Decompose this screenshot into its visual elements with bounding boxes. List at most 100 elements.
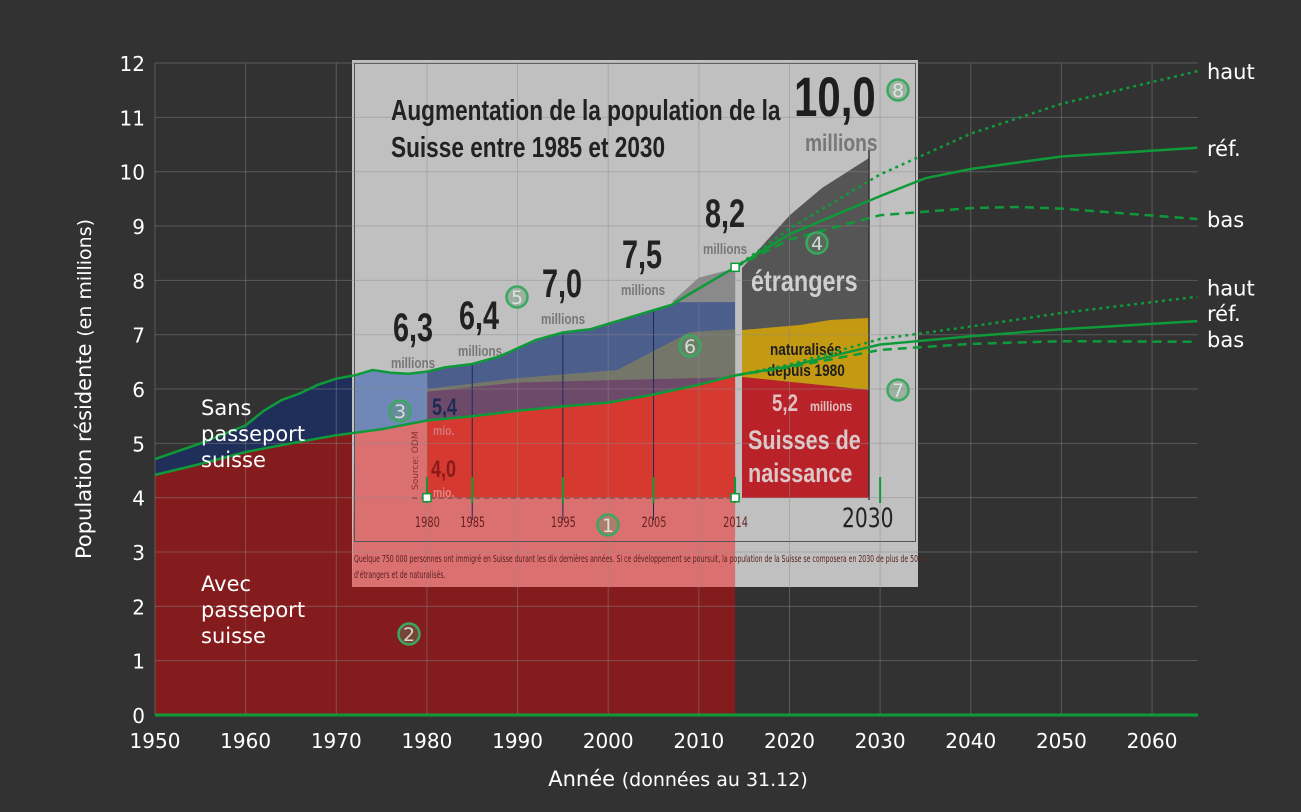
y-tick-label: 1 [132,650,145,674]
inset-big-unit: millions [805,129,877,157]
area-label-avec-passeport: suisse [201,624,266,648]
area-naturalises [742,318,869,390]
x-tick-label: 2010 [673,729,724,753]
inset-year-label: 2005 [642,514,667,530]
annotation-marker-6[interactable]: 6 [678,334,702,359]
x-tick-label: 1990 [492,729,543,753]
data-point-marker [422,492,432,503]
y-tick-label: 4 [132,487,145,511]
inset-unit-2014: millions [703,241,747,258]
y-tick-label: 0 [132,704,145,728]
y-tick-label: 3 [132,541,145,565]
x-tick-label: 2060 [1127,729,1178,753]
marker-number: 6 [684,336,696,358]
inset-big-value: 10,0 [794,66,876,128]
inset-source: Source: ODM [411,431,421,490]
marker-number: 2 [403,624,415,646]
inset-area-red [426,375,736,498]
projection-label: bas [1207,208,1244,232]
inset-unit-40: mio. [433,486,454,500]
inset-label-suisses-1: Suisses de [748,426,861,456]
marker-circle [886,78,910,102]
marker-circle [678,334,702,358]
inset-year-label: 2030 [842,502,894,534]
x-tick-label: 2030 [855,729,906,753]
y-tick-label: 11 [120,106,145,130]
inset-unit-52: millions [810,399,852,414]
marker-number: 3 [394,401,406,423]
inset-year-label: 1980 [415,514,440,530]
annotation-marker-1[interactable]: 1 [596,513,620,538]
inset-value-52: 5,2 [772,390,798,417]
area-label-sans-passeport: suisse [201,448,266,472]
inset-year-label: 1995 [551,514,576,530]
inset-label-naturalises-2: depuis 1980 [767,362,845,381]
inset-value-1980: 6,3 [393,305,433,350]
marker-circle [805,231,829,255]
inset-value-2014: 8,2 [705,191,745,236]
projection-total-solid [734,146,1198,269]
inset-unit-1995: millions [541,311,585,328]
inset-caption-1: Quelque 750 000 personnes ont immigré en… [354,552,926,564]
area-label-sans-passeport: passeport [201,422,305,446]
inset-year-label: 2014 [723,514,748,530]
projection-total-dashed [734,205,1198,269]
x-tick-label: 1960 [220,729,271,753]
inset-value-1985: 6,4 [459,293,500,338]
data-point-marker [730,262,740,273]
inset-unit-54: mio. [433,424,454,438]
y-axis-label: Population résidente (en millions) [72,219,96,559]
inset-year-label: 1985 [460,514,485,530]
y-tick-label: 12 [120,52,145,76]
x-tick-label: 1950 [130,729,181,753]
marker-circle [397,622,421,646]
annotation-marker-3[interactable]: 3 [388,399,412,424]
area-label-sans-passeport: Sans [201,396,251,420]
area-label-avec-passeport: Avec [201,572,251,596]
inset-label-etrangers: étrangers [751,264,858,297]
inset-unit-1980: millions [391,355,435,372]
x-tick-label: 2040 [945,729,996,753]
inset-frame [354,63,916,542]
y-tick-label: 6 [132,378,145,402]
projection-label: bas [1207,328,1244,352]
annotation-marker-8[interactable]: 8 [886,78,910,103]
data-point-marker [730,492,740,503]
marker-circle [388,399,412,423]
x-tick-label: 2000 [583,729,634,753]
inset-label-suisses-2: naissance [748,459,852,489]
annotation-marker-4[interactable]: 4 [805,231,829,256]
series-line-total [154,266,736,461]
marker-circle [596,513,620,537]
x-tick-label: 1970 [311,729,362,753]
annotation-marker-7[interactable]: 7 [886,378,910,403]
inset-unit-1985: millions [458,343,502,360]
y-tick-label: 5 [132,432,145,456]
inset-title-2: Suisse entre 1985 et 2030 [391,130,665,163]
y-tick-label: 9 [132,215,145,239]
projection-label: réf. [1207,137,1241,161]
y-tick-label: 10 [120,161,145,185]
area-suisses-naissance [742,377,869,498]
projection-label: haut [1207,60,1255,84]
annotation-marker-2[interactable]: 2 [397,622,421,647]
marker-circle [505,285,529,309]
marker-number: 5 [511,287,523,309]
projection-label: haut [1207,277,1255,301]
x-axis-label: Année (données au 31.12) [548,767,808,791]
inset-value-40: 4,0 [431,457,456,483]
y-tick-label: 2 [132,595,145,619]
y-tick-label: 8 [132,269,145,293]
marker-circle [886,378,910,402]
annotation-marker-5[interactable]: 5 [505,285,529,310]
y-tick-label: 7 [132,324,145,348]
marker-number: 8 [892,80,904,102]
series-line-swiss [154,374,736,477]
inset-caption-2: d'étrangers et de naturalisés. [354,568,445,580]
projection-label: réf. [1207,302,1241,326]
x-tick-label: 2050 [1036,729,1087,753]
marker-number: 7 [892,380,904,402]
inset-value-2005: 7,5 [622,232,662,277]
